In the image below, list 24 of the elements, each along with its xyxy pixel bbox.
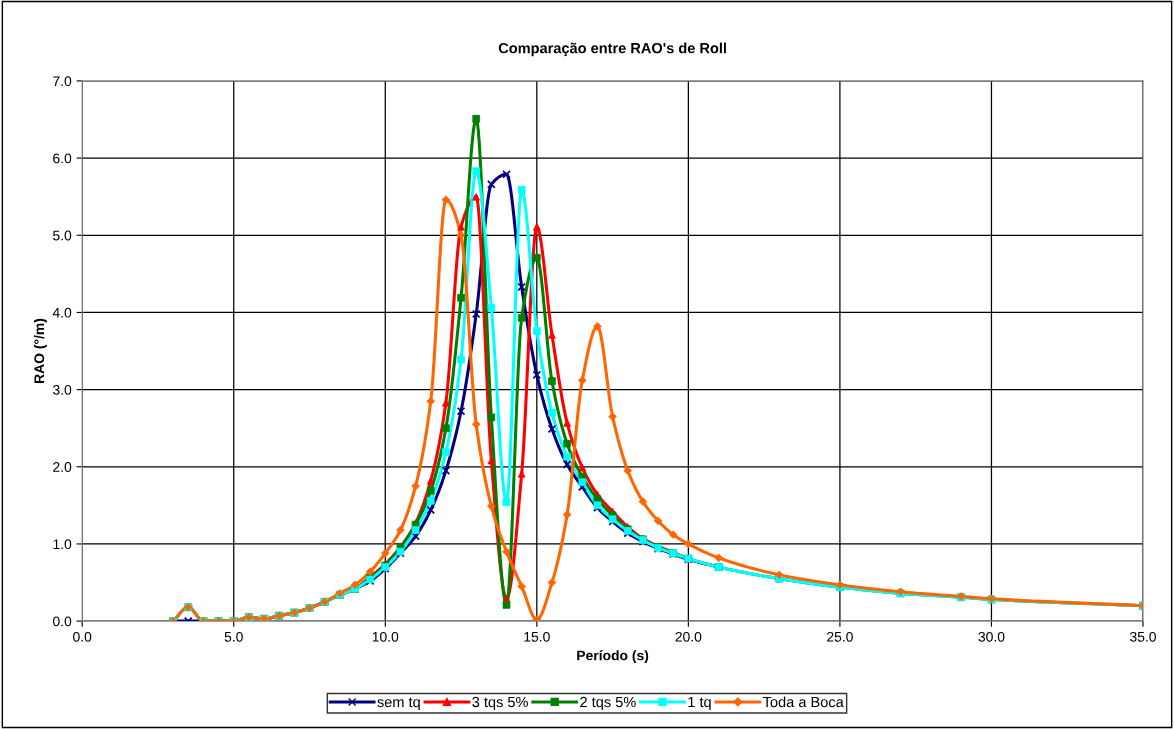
y-tick-label: 0.0	[53, 616, 72, 627]
y-tick-label: 1.0	[53, 539, 72, 550]
y-tick-label: 3.0	[52, 384, 72, 395]
legend-label: 1 tq	[688, 696, 711, 711]
x-tick-label: 10.0	[372, 631, 399, 642]
y-tick-label: 7.0	[53, 76, 72, 87]
x-tick-label: 0.0	[73, 631, 92, 642]
x-tick-label: 25.0	[827, 631, 853, 642]
x-axis-title: Período (s)	[577, 650, 649, 664]
legend-label: Toda a Boca	[763, 696, 844, 708]
chart-title: Comparação entre RAO's de Roll	[498, 42, 726, 57]
y-tick-label: 5.0	[53, 230, 72, 241]
x-tick-label: 15.0	[524, 631, 550, 642]
y-tick-label: 6.0	[53, 153, 72, 164]
x-tick-label: 35.0	[1130, 631, 1156, 642]
legend-label: 3 tqs 5%	[472, 696, 528, 711]
y-axis-title: RAO (°/m)	[33, 318, 47, 383]
x-tick-label: 30.0	[978, 631, 1005, 642]
y-tick-label: 4.0	[52, 307, 72, 318]
x-tick-label: 20.0	[675, 631, 702, 642]
y-tick-label: 2.0	[53, 462, 72, 472]
legend-label: sem tq	[377, 697, 420, 711]
x-tick-label: 5.0	[224, 631, 243, 642]
legend-label: 2 tqs 5%	[580, 696, 636, 711]
